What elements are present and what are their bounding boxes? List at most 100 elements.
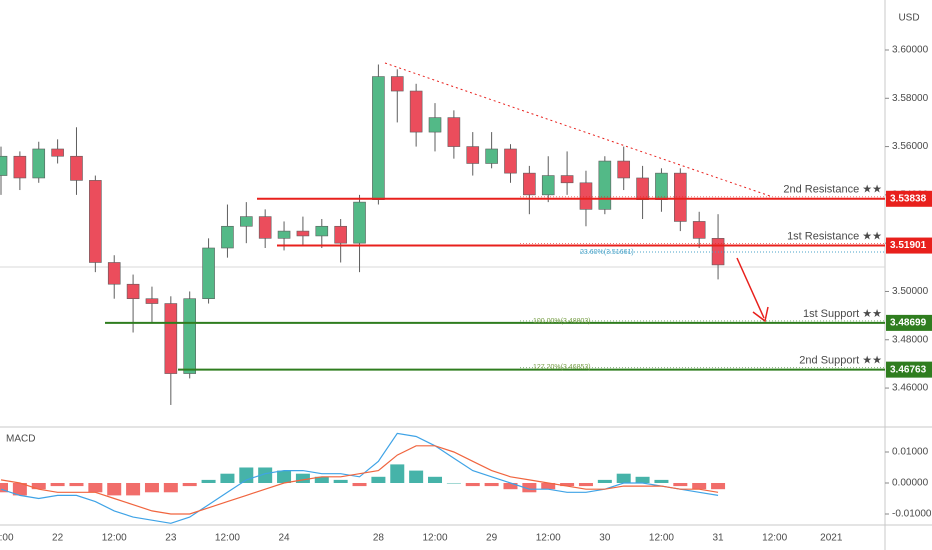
level-name: 2nd Resistance ★★ xyxy=(783,184,882,196)
candle-body xyxy=(466,146,480,164)
macd-histogram-bar xyxy=(12,482,27,496)
candle-body xyxy=(240,216,253,227)
y-tick-label: 3.56000 xyxy=(892,141,929,152)
candle-body xyxy=(0,155,8,176)
candle-body xyxy=(655,172,668,201)
macd-histogram-bar xyxy=(578,482,593,487)
macd-histogram-bar xyxy=(295,473,310,483)
x-tick-label: 31 xyxy=(712,533,724,544)
candle-body xyxy=(107,262,121,285)
candle-body xyxy=(504,148,517,174)
arrow-head xyxy=(752,306,769,323)
y-tick-label: 3.60000 xyxy=(892,45,929,56)
candle-body xyxy=(409,90,423,133)
candle-body xyxy=(617,160,631,179)
macd-histogram-bar xyxy=(352,482,367,487)
macd-histogram-bar xyxy=(428,476,443,483)
x-tick-label: 24 xyxy=(278,533,290,544)
macd-y-tick-label: 0.01000 xyxy=(892,447,929,458)
macd-histogram-bar xyxy=(163,482,178,493)
x-tick-label: 12:00 xyxy=(422,533,447,544)
candle-body xyxy=(523,172,536,196)
x-tick-label: 22 xyxy=(52,533,64,544)
candle-body xyxy=(258,216,272,239)
macd-histogram-bar xyxy=(258,467,273,483)
macd-histogram-bar xyxy=(503,482,518,490)
level-price-tag xyxy=(886,190,932,207)
macd-histogram-bar xyxy=(673,482,688,487)
macd-histogram-bar xyxy=(88,482,103,493)
candle-body xyxy=(126,283,140,300)
candle-body xyxy=(353,201,366,244)
candle-body xyxy=(541,175,555,196)
macd-histogram-bar xyxy=(50,482,65,487)
macd-histogram-bar xyxy=(182,482,197,487)
y-tick-label: 3.48000 xyxy=(892,334,929,345)
signal-line xyxy=(0,445,719,515)
level-name: 1st Support ★★ xyxy=(803,308,882,320)
currency-label: USD xyxy=(898,13,919,24)
candle-body xyxy=(560,175,574,184)
candle-body xyxy=(428,117,442,133)
macd-histogram-bar xyxy=(371,476,386,483)
candle-body xyxy=(164,303,178,374)
level-price-label: 3.53838 xyxy=(890,193,927,204)
macd-y-tick-label: 0.00000 xyxy=(892,478,929,489)
macd-histogram-bar xyxy=(446,482,461,484)
macd-histogram-bar xyxy=(239,467,254,483)
macd-y-tick-label: -0.01000 xyxy=(892,509,932,520)
macd-line xyxy=(0,432,719,524)
level-price-label: 3.46763 xyxy=(890,364,927,375)
macd-histogram-bar xyxy=(635,476,650,483)
macd-histogram-bar xyxy=(465,482,480,487)
x-tick-label: 29 xyxy=(486,533,498,544)
macd-histogram-bar xyxy=(616,473,631,483)
level-price-label: 3.48699 xyxy=(890,318,927,329)
x-tick-label: 23 xyxy=(165,533,177,544)
macd-histogram-bar xyxy=(692,482,707,490)
macd-histogram-bar xyxy=(522,482,537,493)
candle-body xyxy=(202,247,215,300)
x-tick-label: 12:00 xyxy=(649,533,674,544)
macd-histogram-bar xyxy=(31,482,46,490)
candle-body xyxy=(674,172,687,222)
macd-histogram-bar xyxy=(144,482,159,493)
x-tick-label: 12:00 xyxy=(536,533,561,544)
level-price-label: 3.51901 xyxy=(890,240,927,251)
macd-histogram-bar xyxy=(0,482,8,493)
x-tick-label: 12:00 xyxy=(102,533,127,544)
macd-histogram-bar xyxy=(277,470,292,483)
macd-histogram-bar xyxy=(484,482,499,487)
arrow-shaft xyxy=(736,257,765,319)
x-tick-label: 12:00 xyxy=(0,533,14,544)
candle-body xyxy=(221,225,234,249)
y-tick-label: 3.46000 xyxy=(892,383,929,394)
candle-body xyxy=(296,230,310,237)
level-price-tag xyxy=(886,314,932,331)
level-price-tag xyxy=(886,361,932,378)
macd-histogram-bar xyxy=(314,476,329,483)
macd-histogram-bar xyxy=(390,464,405,483)
macd-histogram-bar xyxy=(333,479,348,483)
macd-histogram-bar xyxy=(711,482,726,490)
macd-histogram-bar xyxy=(107,482,122,496)
candle-body xyxy=(447,117,461,147)
candle-body xyxy=(13,155,27,179)
candle-body xyxy=(579,182,593,210)
candle-body xyxy=(145,298,159,304)
x-tick-label: 28 xyxy=(373,533,385,544)
macd-histogram-bar xyxy=(541,482,556,490)
x-tick-label: 12:00 xyxy=(762,533,787,544)
candle-body xyxy=(183,298,196,374)
macd-histogram-bar xyxy=(409,470,424,483)
y-tick-label: 3.58000 xyxy=(892,93,929,104)
candle-body xyxy=(32,148,46,179)
candle-body xyxy=(485,148,498,164)
macd-title: MACD xyxy=(6,434,35,445)
macd-histogram-bar xyxy=(597,479,612,483)
y-tick-label: 3.50000 xyxy=(892,286,929,297)
macd-histogram-bar xyxy=(654,479,669,483)
macd-histogram-bar xyxy=(201,479,216,483)
macd-histogram-bar xyxy=(69,482,84,487)
